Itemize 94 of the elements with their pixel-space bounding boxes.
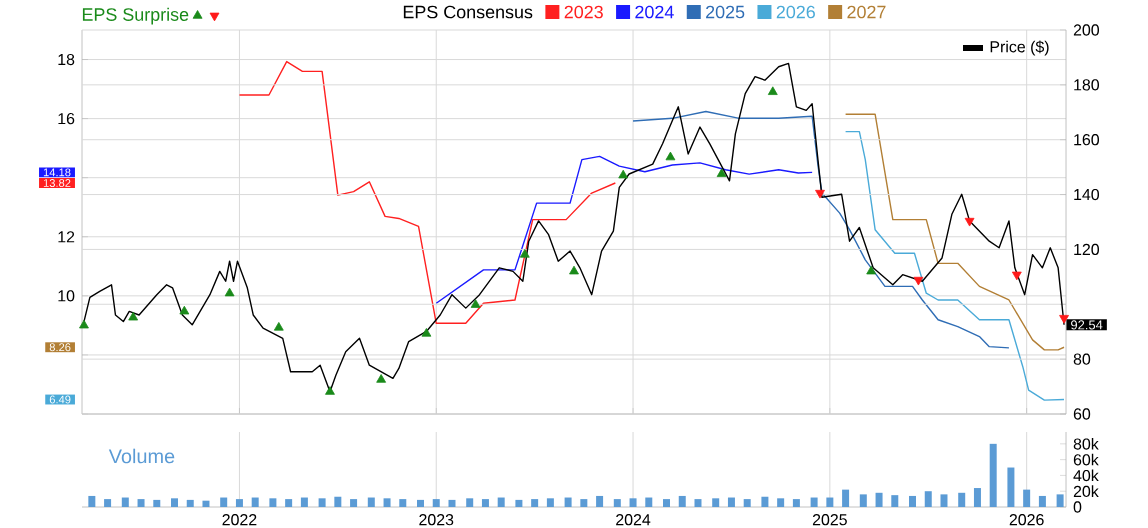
point (716, 168, 727, 177)
bar (171, 498, 178, 507)
point (964, 217, 975, 227)
bar (137, 499, 145, 507)
bar (285, 499, 293, 507)
point (224, 287, 235, 297)
bar (1023, 489, 1031, 507)
bar (727, 497, 735, 507)
point (569, 265, 579, 275)
bar (367, 497, 375, 507)
bar (466, 498, 474, 507)
point (665, 151, 676, 161)
bar (694, 499, 702, 507)
point (618, 169, 629, 179)
bar (88, 495, 96, 507)
legend-label: 2023 (564, 5, 603, 19)
bar (251, 497, 259, 507)
bar (596, 495, 604, 507)
bar (497, 497, 505, 507)
bar (564, 497, 572, 507)
bar (891, 495, 899, 507)
point (325, 386, 335, 395)
bar (924, 491, 932, 507)
bar (958, 492, 966, 507)
bar (1007, 467, 1015, 507)
text: EPS Surprise (82, 7, 189, 25)
line-series (238, 60, 617, 325)
bar (481, 499, 489, 507)
bar (712, 498, 720, 507)
line-series (844, 130, 1065, 401)
point (79, 319, 89, 329)
point (376, 374, 387, 383)
bar (1038, 495, 1046, 507)
point (913, 276, 924, 286)
bar (432, 499, 440, 507)
bar (826, 497, 834, 507)
line-series (632, 110, 1010, 349)
bar (859, 494, 867, 507)
point (421, 328, 432, 337)
legend-title: EPS Consensus (403, 5, 533, 19)
bar (546, 498, 554, 507)
bar (350, 499, 358, 507)
bar (186, 499, 194, 507)
bar (613, 499, 621, 507)
bar (399, 499, 407, 507)
bar (448, 499, 456, 507)
bar (663, 499, 670, 507)
legend-label: 2026 (776, 5, 815, 19)
bar (645, 497, 653, 507)
bar (104, 499, 112, 507)
bar (678, 495, 686, 507)
point (470, 299, 481, 308)
line-series (435, 155, 813, 304)
point (866, 265, 877, 275)
text: Volume (108, 448, 175, 464)
bar (121, 497, 129, 507)
point (273, 322, 284, 331)
bar (220, 497, 228, 507)
bar (235, 499, 243, 507)
bar (383, 498, 391, 507)
bar (777, 498, 785, 507)
bar (318, 498, 326, 507)
bar (909, 495, 917, 507)
line-series (844, 113, 1065, 351)
legend-label: 2025 (706, 5, 745, 19)
bar (989, 443, 997, 507)
point (1059, 315, 1069, 324)
bar (629, 498, 637, 507)
bar (531, 499, 539, 507)
legend-label: 2024 (635, 5, 674, 19)
bar (515, 499, 523, 507)
bar (792, 499, 800, 507)
bar (761, 496, 769, 507)
point (519, 249, 530, 258)
point (179, 305, 190, 315)
bar (269, 498, 277, 507)
bar (973, 488, 981, 507)
bar (940, 494, 948, 507)
bar (417, 499, 424, 507)
bar (300, 497, 308, 507)
bar (202, 500, 210, 507)
point (767, 86, 778, 95)
point (1011, 271, 1022, 281)
bar (875, 492, 883, 507)
bar (1056, 494, 1064, 507)
bar (153, 499, 161, 507)
bar (810, 497, 818, 507)
bar (580, 499, 588, 507)
legend-label: 2027 (847, 5, 886, 19)
bar (842, 489, 850, 507)
point (815, 189, 825, 199)
bar (334, 496, 342, 507)
bar (743, 499, 751, 507)
point (128, 311, 139, 321)
